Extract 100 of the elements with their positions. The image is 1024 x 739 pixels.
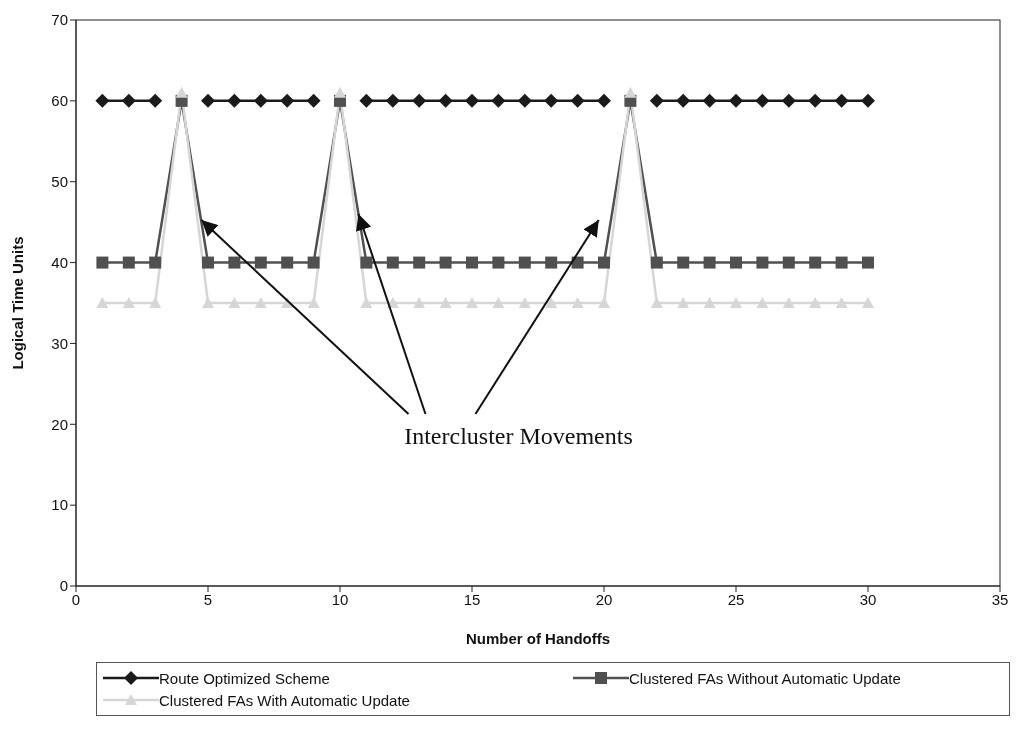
point (334, 86, 346, 98)
point (438, 93, 453, 108)
point (466, 297, 478, 308)
point (439, 256, 452, 269)
point (202, 297, 214, 308)
point (571, 256, 584, 269)
point (835, 256, 848, 269)
x-tick-label: 25 (727, 590, 745, 608)
point (598, 297, 610, 308)
point (307, 256, 320, 269)
point (439, 297, 452, 308)
point (359, 93, 374, 108)
x-tick-label: 5 (203, 590, 213, 608)
x-tick-label: 10 (331, 590, 349, 608)
point (730, 297, 742, 308)
x-axis-title: Number of Handoffs (465, 630, 611, 647)
point (544, 93, 559, 108)
point (702, 93, 717, 108)
point (755, 93, 770, 108)
point (703, 297, 716, 308)
point (834, 93, 849, 108)
point (862, 256, 874, 269)
point (360, 297, 373, 308)
point (492, 256, 505, 269)
point (545, 297, 558, 308)
point (253, 93, 268, 108)
point (121, 93, 136, 108)
point (175, 86, 188, 98)
point (782, 256, 795, 269)
point (386, 256, 399, 269)
point (201, 93, 215, 108)
point (254, 256, 267, 269)
point (862, 297, 874, 308)
point (466, 256, 478, 269)
annotation: Intercluster Movements (404, 423, 633, 450)
point (676, 93, 691, 108)
point (122, 256, 135, 269)
point (517, 93, 532, 108)
x-tick-label: 30 (859, 590, 877, 608)
point (808, 93, 823, 108)
point (861, 93, 875, 108)
point (703, 256, 716, 269)
point (228, 256, 241, 269)
point (280, 93, 295, 108)
point (571, 297, 584, 308)
point (306, 93, 321, 108)
x-tick-label: 15 (463, 590, 481, 608)
point (360, 256, 373, 269)
point (148, 93, 163, 108)
x-tick-label: 0 (71, 590, 81, 608)
point (254, 297, 267, 308)
y-tick-label: 70 (51, 11, 68, 29)
point (96, 256, 109, 269)
point (202, 256, 214, 269)
point (465, 93, 479, 108)
y-tick-label: 60 (51, 92, 68, 110)
point (492, 297, 505, 308)
point (413, 256, 426, 269)
point (518, 297, 531, 308)
point (597, 93, 611, 108)
point (650, 256, 663, 269)
point (781, 93, 796, 108)
point (756, 297, 769, 308)
legend-label: Route Optimized Scheme (159, 669, 330, 687)
point (730, 256, 742, 269)
point (677, 297, 690, 308)
point (624, 86, 637, 98)
y-tick-label: 10 (51, 496, 68, 514)
point (307, 297, 320, 308)
x-tick-label: 20 (595, 590, 613, 608)
y-tick-label: 20 (51, 415, 68, 433)
point (650, 297, 663, 308)
point (281, 256, 294, 269)
point (149, 256, 162, 269)
point (677, 256, 690, 269)
point (835, 297, 848, 308)
point (598, 256, 610, 269)
point (649, 93, 664, 108)
point (782, 297, 795, 308)
point (412, 93, 427, 108)
legend-label: Clustered FAs Without Automatic Update (629, 669, 901, 687)
point (96, 297, 109, 308)
y-axis-title: Logical Time Units (9, 236, 27, 370)
point (385, 93, 400, 108)
point (227, 93, 242, 108)
point (518, 256, 531, 269)
point (149, 297, 162, 308)
point (491, 93, 506, 108)
point (809, 297, 822, 308)
point (413, 297, 426, 308)
x-tick-label: 35 (991, 590, 1009, 608)
point (570, 93, 585, 108)
point (756, 256, 769, 269)
legend-label: Clustered FAs With Automatic Update (159, 691, 410, 709)
point (809, 256, 822, 269)
point (228, 297, 241, 308)
y-tick-label: 30 (51, 334, 68, 352)
point (95, 93, 110, 108)
point (545, 256, 558, 269)
point (122, 297, 135, 308)
